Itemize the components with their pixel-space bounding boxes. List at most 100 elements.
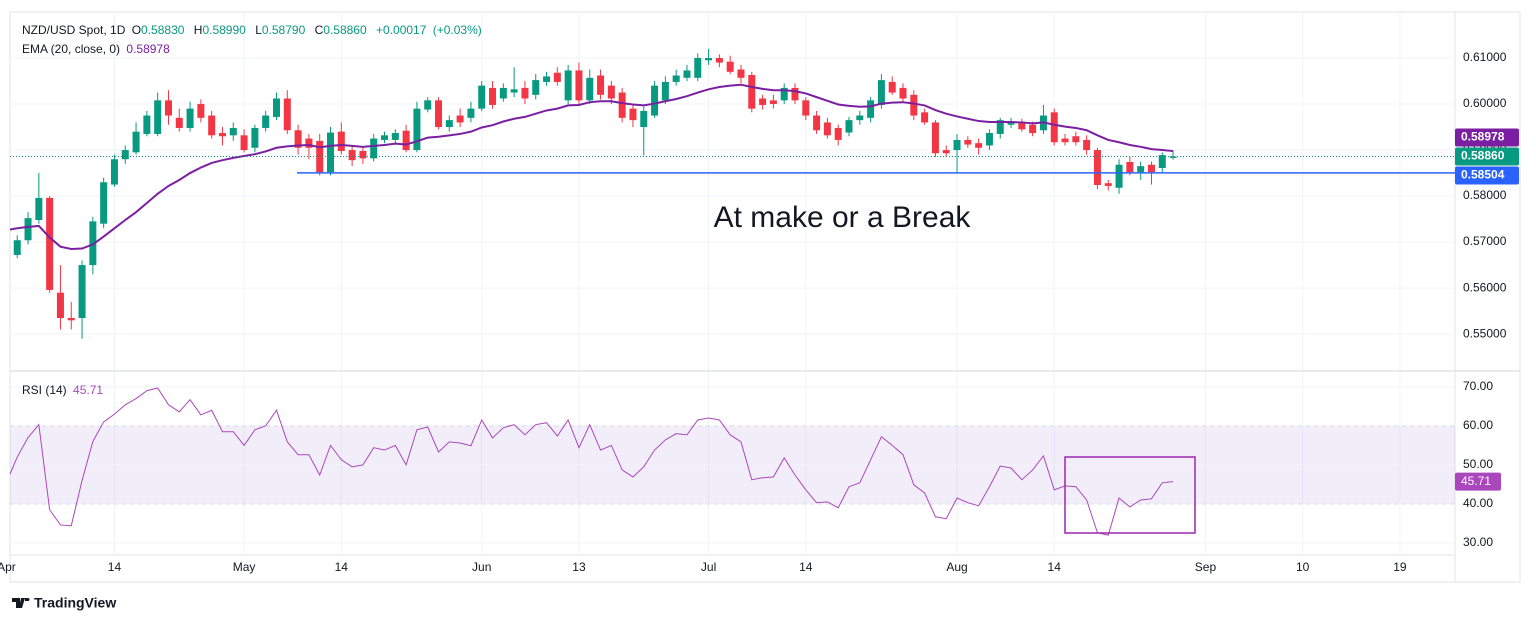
candle-body <box>175 117 183 128</box>
candle-body <box>272 98 280 117</box>
candle-body <box>1093 150 1101 186</box>
x-tick-label: 14 <box>108 560 122 574</box>
price-tag <box>1455 128 1519 147</box>
candle-body <box>132 131 140 153</box>
candle-body <box>305 138 313 148</box>
candle-body <box>1050 112 1058 143</box>
candle-body <box>186 108 194 128</box>
candle-body <box>326 132 334 173</box>
y-tick-label: 0.55000 <box>1463 326 1507 340</box>
rsi-legend: RSI (14) 45.71 <box>22 383 106 397</box>
ema-line <box>10 83 1174 250</box>
annotation: At make or a Break <box>714 201 972 234</box>
candle-body <box>78 265 86 319</box>
candle-body <box>489 87 497 105</box>
candle-body <box>705 58 713 61</box>
candle-body <box>618 92 626 118</box>
candle-body <box>499 87 507 99</box>
y-tick-label: 0.60000 <box>1463 96 1507 110</box>
candle-body <box>780 87 788 101</box>
candle-body <box>888 81 896 93</box>
candle-body <box>640 110 648 128</box>
rsi-name: RSI (14) <box>22 383 67 397</box>
candle-body <box>629 108 637 121</box>
candle-body <box>391 133 399 140</box>
x-tick-label: Aug <box>946 560 967 574</box>
candle-body <box>208 115 216 136</box>
price-tag-label: 0.58978 <box>1461 130 1505 144</box>
candle-body <box>823 122 831 136</box>
price-pane <box>3 12 1455 370</box>
candle-body <box>3 234 10 250</box>
candle-body <box>521 87 529 99</box>
candle-body <box>975 143 983 148</box>
candle-body <box>813 115 821 131</box>
x-tick-label: 10 <box>1296 560 1310 574</box>
rsi-tag <box>1455 472 1501 491</box>
candle-body <box>1029 124 1037 134</box>
rsi-line <box>10 387 1174 536</box>
frame <box>9 11 1521 583</box>
ohlc-item: C0.58860 <box>315 23 370 37</box>
rsi-pane <box>10 372 1455 555</box>
candle-body <box>910 94 918 116</box>
candle-body <box>694 58 702 78</box>
candle-body <box>435 100 443 128</box>
x-tick-label: May <box>233 560 256 574</box>
candle-body <box>564 70 572 101</box>
candle-body <box>942 150 950 154</box>
candle-body <box>543 76 551 82</box>
candle-body <box>1147 164 1155 173</box>
candle-body <box>67 318 75 321</box>
y-tick-label: 70.00 <box>1463 379 1493 393</box>
candle-body <box>348 150 356 161</box>
candle-body <box>56 292 64 319</box>
candle-body <box>683 70 691 78</box>
candle-body <box>121 150 129 160</box>
candle-body <box>672 75 680 82</box>
candle-body <box>726 61 734 72</box>
price-tag-label: 0.58504 <box>1461 168 1505 182</box>
candle-body <box>1158 155 1166 168</box>
candle-body <box>456 115 464 123</box>
brand-logo <box>12 598 30 608</box>
candle-body <box>607 85 615 99</box>
candle-body <box>510 89 518 93</box>
candle-body <box>1007 121 1015 125</box>
candle-body <box>164 100 172 116</box>
candle-body <box>467 108 475 118</box>
candle-body <box>337 131 345 151</box>
y-tick-label: 0.58000 <box>1463 188 1507 202</box>
candle-body <box>759 98 767 105</box>
y-tick-label: 0.57000 <box>1463 234 1507 248</box>
candle-body <box>445 120 453 128</box>
candle-body <box>1169 156 1177 158</box>
candle-body <box>661 81 669 101</box>
price-tag-label: 0.58860 <box>1461 149 1505 163</box>
ohlc-legend: NZD/USD Spot, 1D O0.58830 H0.58990 L0.58… <box>22 23 485 37</box>
candle-body <box>413 108 421 151</box>
change: +0.00017 <box>376 23 427 37</box>
candle-body <box>532 80 540 95</box>
ohlc-label: H <box>193 23 203 37</box>
candle-body <box>597 75 605 95</box>
candle-body <box>35 197 43 220</box>
y-tick-label: 60.00 <box>1463 418 1493 432</box>
ohlc-item: L0.58790 <box>255 23 308 37</box>
candle-body <box>1137 166 1145 173</box>
candle-body <box>553 72 561 82</box>
candle-body <box>985 133 993 146</box>
candle-body <box>953 139 961 151</box>
candle-body <box>748 75 756 109</box>
x-tick-label: 19 <box>1393 560 1407 574</box>
x-tick-label: 14 <box>799 560 813 574</box>
candle-body <box>1072 136 1080 143</box>
candle-body <box>359 150 367 159</box>
candle-body <box>218 133 226 137</box>
x-tick-label: Sep <box>1195 560 1217 574</box>
x-tick-label: Jul <box>701 560 716 574</box>
candle-body <box>197 104 205 118</box>
x-tick-label: Apr <box>0 560 16 574</box>
candle-body <box>13 240 21 255</box>
